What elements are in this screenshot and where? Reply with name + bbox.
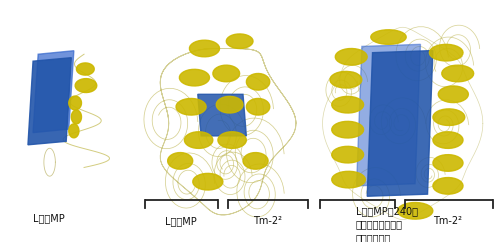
Polygon shape <box>246 98 270 115</box>
Text: Tm-2²: Tm-2² <box>434 216 462 227</box>
Text: L株のMP: L株のMP <box>165 216 197 227</box>
Polygon shape <box>190 40 220 57</box>
Polygon shape <box>176 98 206 115</box>
Text: Tm-2²: Tm-2² <box>253 216 282 227</box>
Polygon shape <box>442 65 474 82</box>
Polygon shape <box>398 203 433 219</box>
Polygon shape <box>72 110 82 124</box>
Polygon shape <box>332 171 366 188</box>
Text: L株のMP: L株のMP <box>32 213 64 223</box>
Polygon shape <box>433 132 463 148</box>
Polygon shape <box>218 132 246 148</box>
Polygon shape <box>180 69 210 86</box>
Polygon shape <box>69 96 82 110</box>
Polygon shape <box>33 51 74 133</box>
Polygon shape <box>332 146 364 163</box>
Polygon shape <box>216 96 243 113</box>
Polygon shape <box>243 152 268 169</box>
Polygon shape <box>69 124 79 138</box>
Polygon shape <box>332 96 364 113</box>
Text: L株のMPの240番
目のアミノ酸をチ
ロシンに置換: L株のMPの240番 目のアミノ酸をチ ロシンに置換 <box>356 206 418 242</box>
Polygon shape <box>28 58 72 145</box>
Polygon shape <box>430 44 463 61</box>
Polygon shape <box>213 65 240 82</box>
Polygon shape <box>356 44 420 186</box>
Polygon shape <box>193 173 223 190</box>
Polygon shape <box>226 34 253 48</box>
Polygon shape <box>246 74 270 90</box>
Polygon shape <box>371 30 406 44</box>
Polygon shape <box>367 51 433 196</box>
Polygon shape <box>168 152 193 169</box>
Polygon shape <box>330 71 362 88</box>
Polygon shape <box>433 155 463 171</box>
Polygon shape <box>184 132 213 148</box>
Polygon shape <box>332 121 364 138</box>
Polygon shape <box>438 86 468 103</box>
Polygon shape <box>76 63 94 75</box>
Polygon shape <box>75 79 97 92</box>
Polygon shape <box>433 178 463 194</box>
Polygon shape <box>433 109 465 126</box>
Polygon shape <box>336 48 367 65</box>
Polygon shape <box>198 94 246 136</box>
